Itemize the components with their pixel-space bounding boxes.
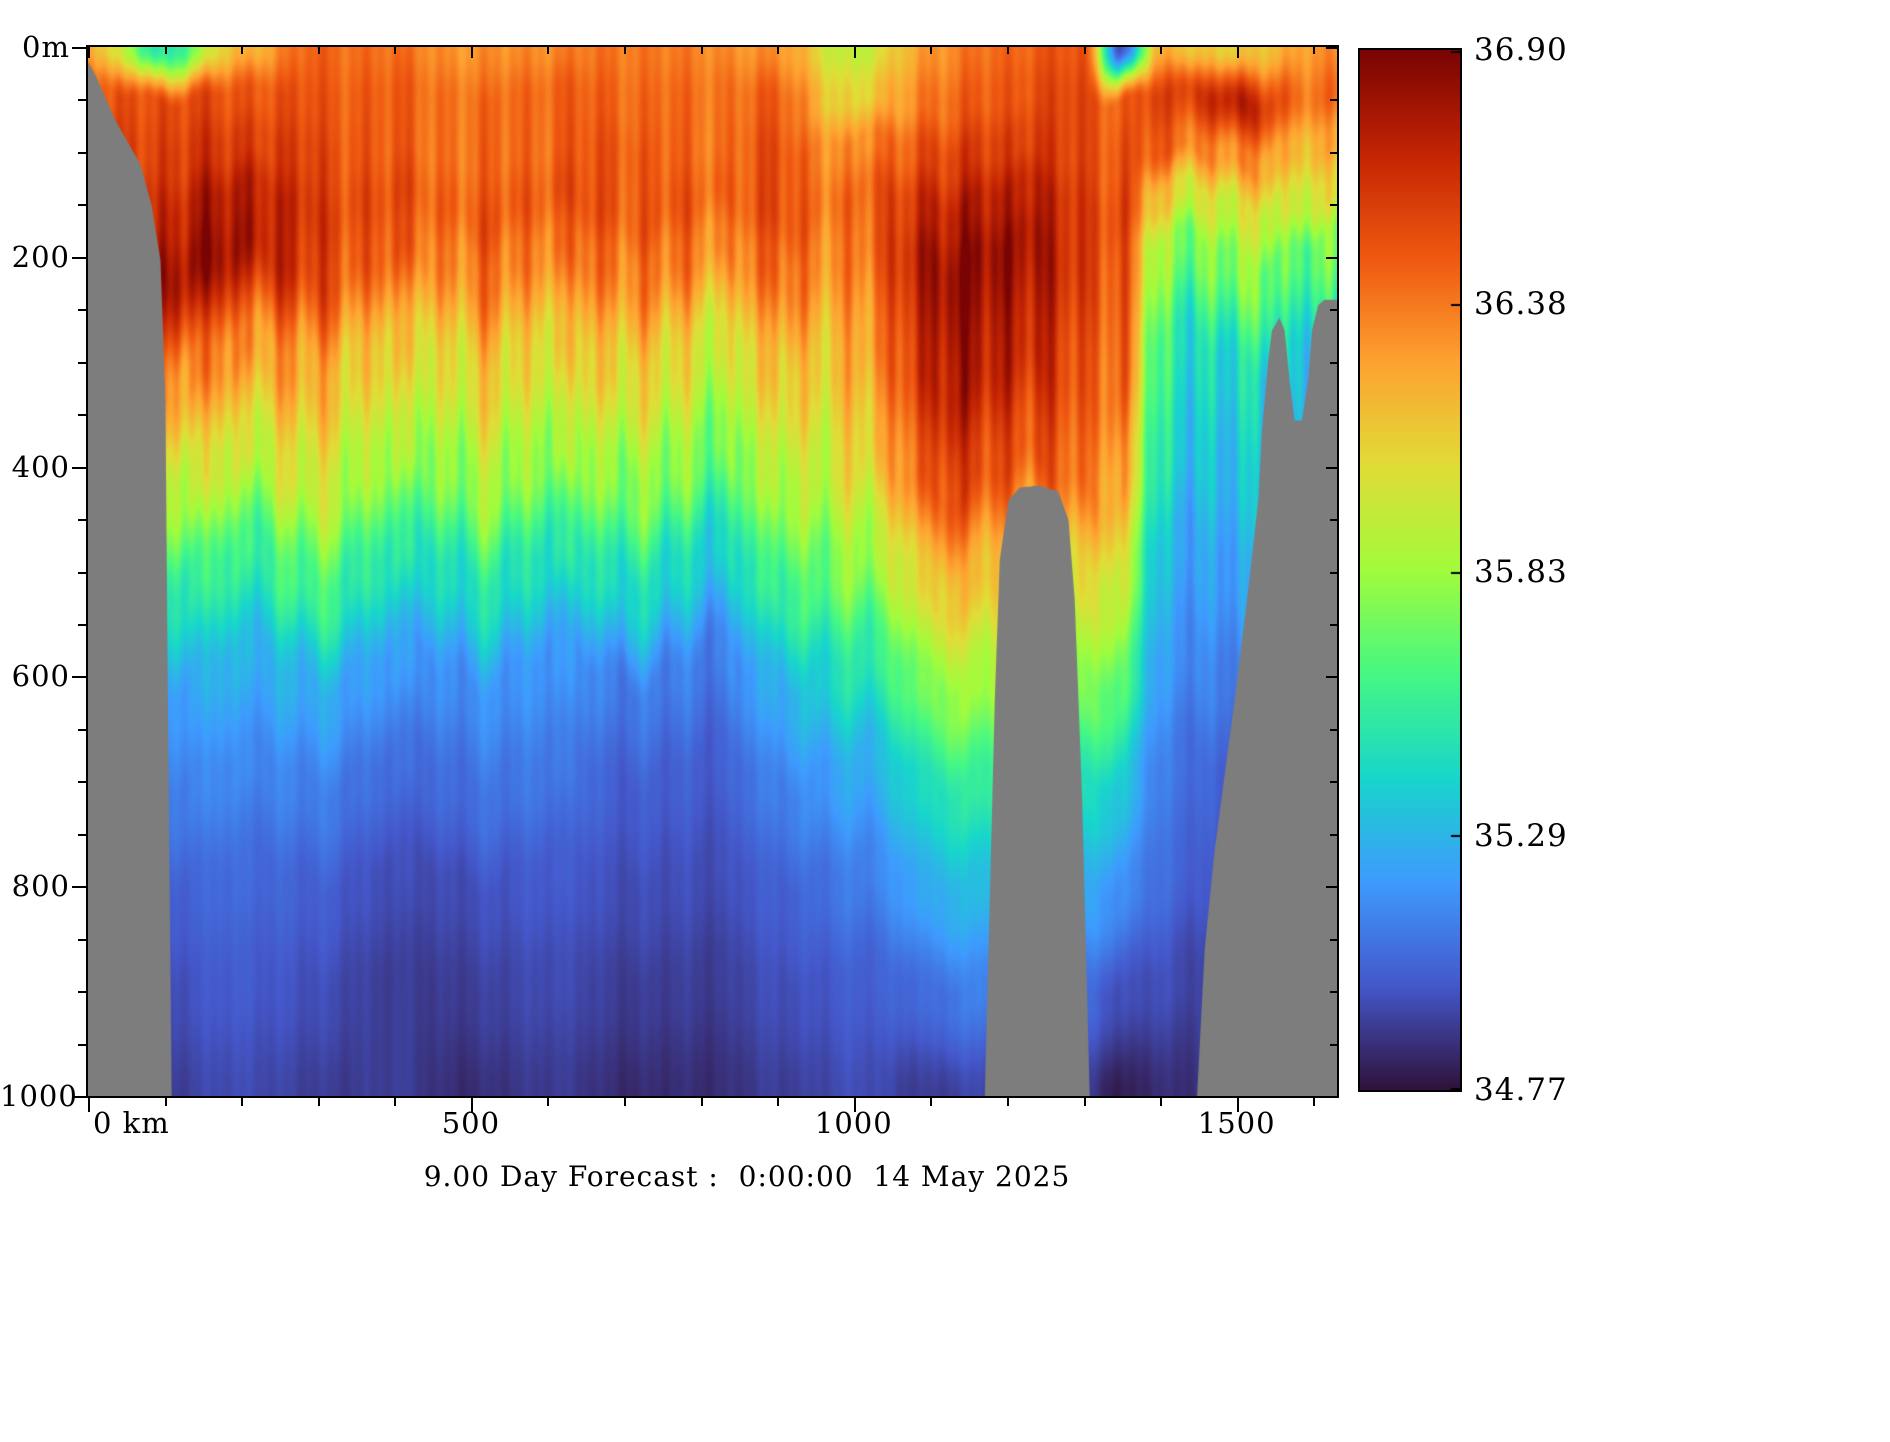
y-axis-tick-label: 400 <box>11 450 70 484</box>
axis-tick <box>1326 467 1337 469</box>
axis-tick <box>1330 729 1337 731</box>
axis-tick <box>78 991 86 993</box>
axis-tick <box>1160 47 1162 54</box>
y-axis-tick-label: 0m <box>22 30 70 64</box>
axis-tick <box>1313 47 1315 54</box>
axis-tick <box>1330 362 1337 364</box>
axis-tick <box>1326 47 1337 49</box>
colorbar-gradient-canvas <box>1360 50 1460 1090</box>
axis-tick <box>72 886 86 888</box>
axis-tick <box>78 572 86 574</box>
axis-tick <box>1007 1098 1009 1106</box>
axis-tick <box>1330 152 1337 154</box>
x-axis-tick-label: 1500 <box>1197 1106 1276 1140</box>
axis-tick <box>1330 572 1337 574</box>
colorbar-tick-label: 35.29 <box>1474 818 1568 854</box>
axis-tick <box>1330 624 1337 626</box>
axis-tick <box>78 99 86 101</box>
axis-tick <box>78 939 86 941</box>
axis-tick <box>165 47 167 54</box>
axis-tick <box>701 47 703 54</box>
axis-tick <box>394 47 396 54</box>
axis-tick <box>854 47 856 58</box>
axis-tick <box>88 47 90 58</box>
colorbar <box>1358 48 1462 1092</box>
axis-tick <box>1007 47 1009 54</box>
axis-tick <box>930 47 932 54</box>
axis-tick <box>1330 781 1337 783</box>
axis-tick <box>78 519 86 521</box>
axis-tick <box>78 362 86 364</box>
axis-tick <box>777 1098 779 1106</box>
axis-tick <box>930 1098 932 1106</box>
y-axis-tick-label: 200 <box>11 240 70 274</box>
axis-tick <box>854 1098 856 1112</box>
axis-tick <box>624 47 626 54</box>
axis-tick <box>78 781 86 783</box>
axis-tick <box>72 1096 86 1098</box>
axis-tick <box>165 1098 167 1106</box>
axis-tick <box>1330 414 1337 416</box>
axis-tick <box>394 1098 396 1106</box>
x-axis-tick-label: 1000 <box>814 1106 893 1140</box>
axis-tick <box>1330 991 1337 993</box>
x-axis-tick-label: 0 km <box>93 1106 170 1140</box>
axis-tick <box>72 467 86 469</box>
axis-tick <box>701 1098 703 1106</box>
axis-tick <box>1237 1098 1239 1112</box>
axis-tick <box>777 47 779 54</box>
axis-tick <box>78 1044 86 1046</box>
axis-tick <box>88 1098 90 1112</box>
axis-tick <box>471 1098 473 1112</box>
colorbar-tick-label: 36.38 <box>1474 286 1568 322</box>
y-axis-tick-label: 600 <box>11 659 70 693</box>
axis-tick <box>72 676 86 678</box>
axis-tick <box>1330 99 1337 101</box>
axis-tick <box>1330 519 1337 521</box>
y-axis-tick-label: 1000 <box>0 1079 78 1113</box>
axis-tick <box>241 47 243 54</box>
axis-tick <box>78 204 86 206</box>
axis-tick <box>318 1098 320 1106</box>
colorbar-tick-label: 35.83 <box>1474 554 1568 590</box>
y-axis-tick-label: 800 <box>11 869 70 903</box>
axis-tick <box>1330 939 1337 941</box>
axis-tick <box>1084 47 1086 54</box>
axis-tick <box>1326 886 1337 888</box>
salinity-heatmap-canvas <box>88 47 1337 1096</box>
axis-tick <box>1084 1098 1086 1106</box>
axis-tick <box>78 414 86 416</box>
colorbar-tick-label: 34.77 <box>1474 1072 1568 1108</box>
axis-tick <box>1313 1098 1315 1106</box>
axis-tick <box>1160 1098 1162 1106</box>
axis-tick <box>78 309 86 311</box>
axis-tick <box>471 47 473 58</box>
axis-tick <box>1330 309 1337 311</box>
x-axis-tick-label: 500 <box>441 1106 501 1140</box>
axis-tick <box>1330 204 1337 206</box>
axis-tick <box>1326 257 1337 259</box>
axis-tick <box>78 152 86 154</box>
axis-tick <box>547 47 549 54</box>
colorbar-tick-label: 36.90 <box>1474 32 1568 68</box>
axis-tick <box>1330 834 1337 836</box>
axis-tick <box>318 47 320 54</box>
axis-tick <box>241 1098 243 1106</box>
axis-tick <box>547 1098 549 1106</box>
axis-tick <box>72 257 86 259</box>
axis-tick <box>78 729 86 731</box>
axis-tick <box>1330 1044 1337 1046</box>
axis-tick <box>1237 47 1239 58</box>
plot-area <box>86 45 1339 1098</box>
axis-tick <box>1326 676 1337 678</box>
axis-tick <box>1326 1096 1337 1098</box>
axis-tick <box>72 47 86 49</box>
axis-tick <box>78 624 86 626</box>
axis-tick <box>78 834 86 836</box>
chart-title: 9.00 Day Forecast : 0:00:00 14 May 2025 <box>423 1160 1071 1193</box>
axis-tick <box>624 1098 626 1106</box>
